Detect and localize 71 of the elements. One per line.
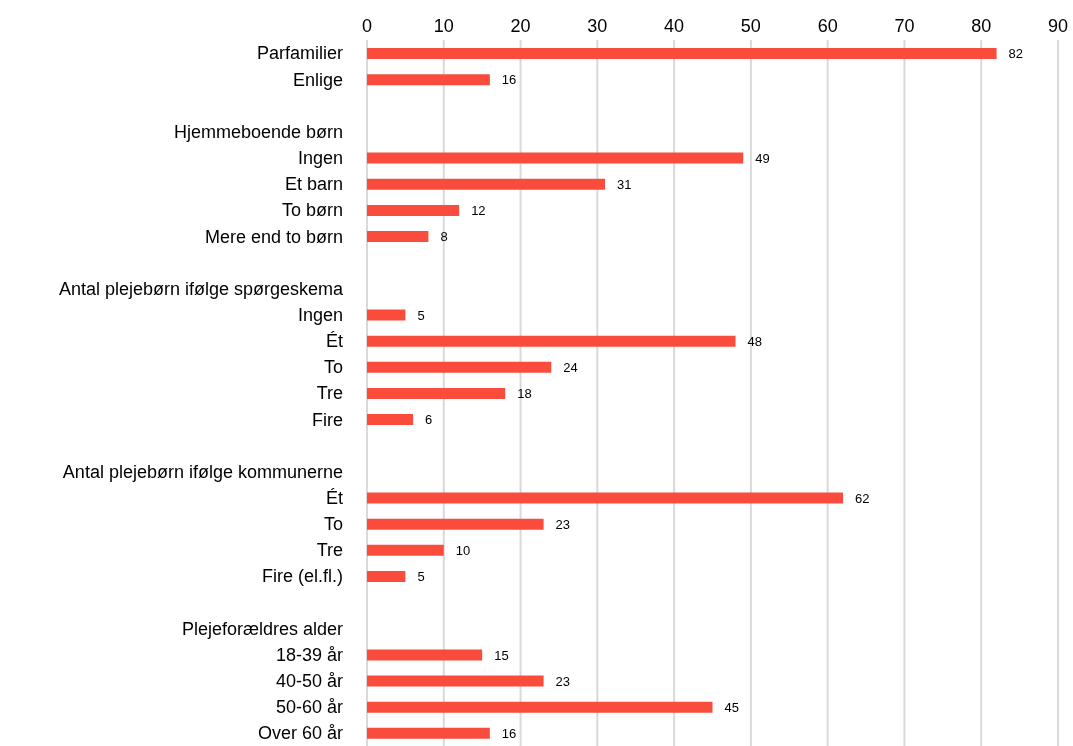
- bar: [367, 361, 552, 373]
- data-label: 5: [417, 307, 425, 323]
- x-tick-label: 90: [1047, 16, 1069, 36]
- y-tick-label: Tre: [316, 383, 343, 404]
- y-tick-label: Fire: [312, 409, 343, 430]
- y-tick-label: Ét: [325, 487, 343, 508]
- bar: [367, 74, 490, 86]
- x-tick-label: 20: [510, 16, 531, 36]
- data-label: 8: [440, 229, 448, 245]
- y-tick-label: Fire (el.fl.): [262, 566, 343, 587]
- bar: [367, 727, 490, 739]
- bar: [367, 701, 713, 713]
- x-tick-label: 70: [894, 16, 915, 36]
- x-tick-label: 60: [817, 16, 838, 36]
- data-label: 45: [724, 699, 739, 715]
- bar: [367, 518, 544, 530]
- data-label: 15: [494, 647, 509, 663]
- y-tick-label: To børn: [281, 200, 343, 221]
- x-tick-label: 50: [740, 16, 761, 36]
- y-tick-label: Antal plejebørn ifølge kommunerne: [62, 461, 343, 482]
- y-tick-label: Antal plejebørn ifølge spørgeskema: [58, 278, 344, 299]
- bar: [367, 492, 844, 504]
- y-tick-label: Ét: [325, 331, 343, 352]
- data-label: 12: [471, 203, 486, 218]
- x-tick-label: 30: [587, 16, 608, 36]
- y-tick-label: Hjemmeboende børn: [173, 121, 343, 142]
- x-tick-label: 0: [361, 16, 373, 36]
- bar: [367, 387, 506, 399]
- data-label: 62: [855, 490, 870, 506]
- y-tick-label: To: [323, 514, 343, 535]
- bar: [367, 414, 414, 426]
- x-tick-label: 80: [971, 16, 992, 36]
- bar: [367, 335, 736, 347]
- y-tick-label: Et barn: [284, 174, 343, 195]
- y-tick-label: 18-39 år: [275, 644, 343, 665]
- x-tick-label: 10: [433, 16, 454, 36]
- data-label: 23: [555, 516, 571, 532]
- data-label: 82: [1008, 46, 1024, 62]
- y-tick-label: Mere end to børn: [204, 226, 343, 247]
- y-tick-label: Tre: [316, 540, 343, 561]
- data-label: 49: [755, 150, 770, 166]
- bar: [367, 152, 744, 164]
- data-label: 16: [501, 725, 517, 741]
- data-label: 48: [747, 333, 762, 349]
- y-tick-label: To: [323, 357, 343, 378]
- y-tick-label: Parfamilier: [256, 43, 343, 64]
- bar: [367, 544, 444, 556]
- y-tick-label: Enlige: [292, 69, 343, 90]
- bar: [367, 570, 406, 582]
- y-tick-label: Ingen: [297, 148, 343, 169]
- data-label: 31: [617, 176, 632, 192]
- bar: [367, 309, 406, 321]
- bar: [367, 204, 460, 216]
- data-label: 6: [425, 412, 433, 428]
- y-tick-label: 50-60 år: [275, 697, 343, 718]
- bar: [367, 649, 483, 661]
- bar: [367, 48, 997, 59]
- y-tick-label: Ingen: [297, 304, 343, 325]
- bar: [367, 178, 606, 190]
- data-label: 23: [555, 673, 571, 689]
- y-tick-label: 40-50 år: [275, 671, 343, 692]
- y-tick-label: Plejeforældres alder: [181, 618, 343, 639]
- data-label: 24: [563, 359, 578, 375]
- y-tick-label: Over 60 år: [257, 723, 343, 744]
- x-tick-label: 40: [664, 16, 685, 36]
- bar: [367, 231, 429, 243]
- data-label: 10: [455, 542, 471, 558]
- data-label: 16: [501, 72, 517, 88]
- data-label: 18: [517, 386, 532, 402]
- data-label: 5: [417, 569, 425, 585]
- bar: [367, 675, 544, 687]
